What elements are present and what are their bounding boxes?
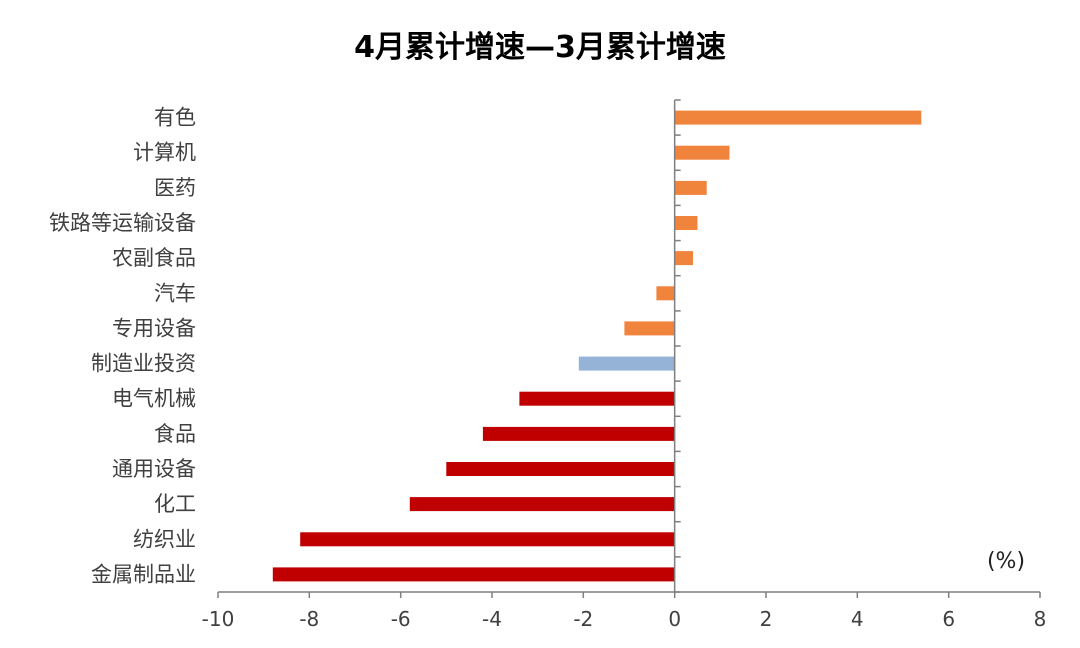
category-label-6: 专用设备	[112, 316, 196, 340]
bar-3	[674, 216, 698, 230]
category-label-0: 有色	[154, 106, 196, 130]
category-label-12: 纺织业	[133, 527, 196, 551]
x-tick-label-9: 8	[1034, 607, 1047, 631]
bar-5	[656, 286, 675, 301]
bar-1	[674, 145, 730, 160]
bar-11	[409, 497, 675, 512]
category-label-2: 医药	[154, 176, 196, 200]
category-label-9: 食品	[154, 422, 196, 446]
axes-group	[217, 99, 1041, 598]
bar-0	[674, 110, 922, 125]
bar-4	[674, 251, 693, 266]
bar-9	[482, 426, 675, 441]
bar-6	[624, 321, 675, 336]
bar-2	[674, 180, 707, 195]
category-label-10: 通用设备	[112, 457, 196, 481]
x-tick-label-1: -8	[299, 607, 319, 631]
x-tick-label-0: -10	[202, 607, 235, 631]
category-label-11: 化工	[154, 492, 196, 516]
x-tick-label-8: 6	[942, 607, 955, 631]
x-tick-label-3: -4	[482, 607, 502, 631]
bars-group	[272, 110, 922, 582]
category-label-13: 金属制品业	[91, 562, 196, 586]
bar-12	[300, 532, 675, 547]
category-label-3: 铁路等运输设备	[49, 211, 196, 235]
category-label-8: 电气机械	[112, 387, 196, 411]
category-label-7: 制造业投资	[91, 352, 196, 376]
bar-8	[519, 391, 675, 406]
unit-label: (%)	[987, 549, 1025, 574]
bar-10	[446, 462, 675, 476]
category-label-4: 农副食品	[112, 246, 196, 270]
bar-7	[578, 356, 675, 371]
chart-title: 4月累计增速—3月累计增速	[354, 30, 726, 65]
category-label-1: 计算机	[133, 141, 196, 165]
x-tick-label-2: -6	[391, 607, 411, 631]
x-tick-label-5: 0	[668, 607, 681, 631]
x-tick-label-7: 4	[851, 607, 864, 631]
labels-group: 有色计算机医药铁路等运输设备农副食品汽车专用设备制造业投资电气机械食品通用设备化…	[49, 106, 1046, 631]
x-tick-label-4: -2	[573, 607, 593, 631]
category-label-5: 汽车	[154, 281, 196, 305]
x-tick-label-6: 2	[760, 607, 773, 631]
bar-13	[272, 567, 675, 582]
